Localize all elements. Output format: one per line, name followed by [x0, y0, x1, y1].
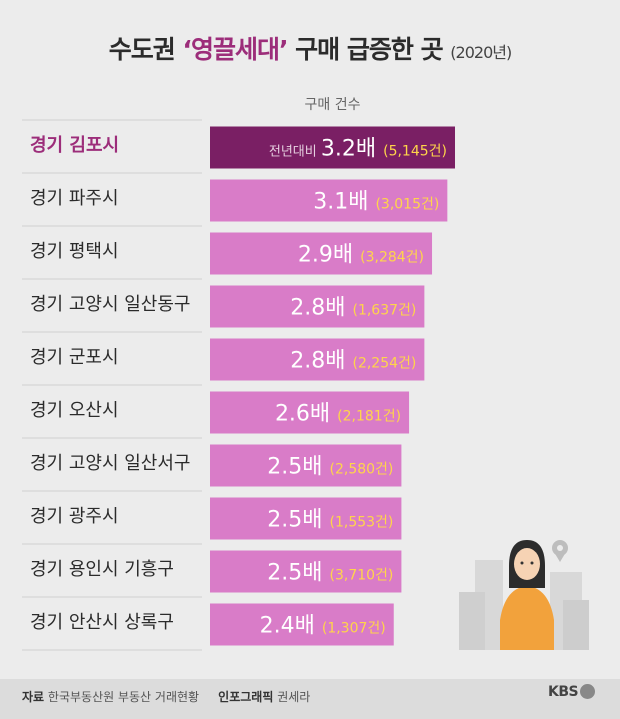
infographic-label: 인포그래픽 — [218, 690, 273, 704]
kbs-logo: KBS — [548, 684, 595, 700]
count-value: (3,284건) — [360, 250, 424, 266]
category-label: 경기 군포시 — [30, 347, 119, 368]
count-value: (1,553건) — [330, 515, 394, 531]
ratio-value: 2.9배 — [298, 243, 360, 268]
infographic-author: 권세라 — [277, 690, 310, 704]
category-label: 경기 용인시 기흥구 — [30, 559, 174, 580]
ratio-value: 3.2배 — [321, 137, 383, 162]
category-label: 경기 고양시 일산동구 — [30, 294, 190, 315]
source-text: 한국부동산원 부동산 거래현황 — [48, 690, 199, 704]
count-value: (1,307건) — [322, 621, 386, 637]
count-value: (1,637건) — [352, 303, 416, 319]
category-label: 경기 파주시 — [30, 188, 119, 209]
source-label: 자료 — [22, 690, 44, 704]
ratio-value: 2.6배 — [275, 402, 337, 427]
category-label: 경기 안산시 상록구 — [30, 612, 174, 633]
ratio-value: 2.4배 — [260, 614, 322, 639]
category-label: 경기 고양시 일산서구 — [30, 453, 190, 474]
count-value: (2,580건) — [330, 462, 394, 478]
category-label: 경기 김포시 — [30, 135, 119, 156]
count-value: (2,181건) — [337, 409, 401, 425]
footer-credits: 자료 한국부동산원 부동산 거래현황 인포그래픽 권세라 — [22, 688, 310, 705]
ratio-value: 2.8배 — [290, 349, 352, 374]
category-label: 경기 오산시 — [30, 400, 119, 421]
ratio-value: 2.5배 — [267, 455, 329, 480]
ratio-value: 2.8배 — [290, 296, 352, 321]
category-label: 경기 광주시 — [30, 506, 119, 527]
count-value: (3,710건) — [330, 568, 394, 584]
logo-mark-icon — [580, 684, 595, 699]
ratio-value: 2.5배 — [267, 561, 329, 586]
count-value: (5,145건) — [383, 144, 447, 160]
count-value: (2,254건) — [352, 356, 416, 372]
person-illustration — [445, 530, 595, 650]
ratio-value: 2.5배 — [267, 508, 329, 533]
ratio-value: 3.1배 — [313, 190, 375, 215]
category-label: 경기 평택시 — [30, 241, 119, 262]
count-value: (3,015건) — [375, 197, 439, 213]
ratio-prefix: 전년대비 — [269, 145, 321, 160]
